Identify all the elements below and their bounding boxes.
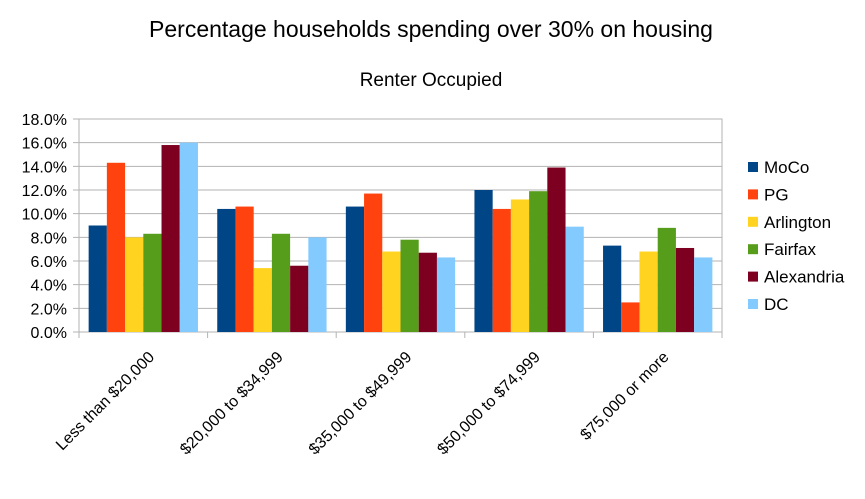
bar	[639, 251, 658, 332]
bar	[565, 226, 584, 332]
bar	[125, 237, 144, 332]
legend-swatch	[748, 244, 758, 255]
chart-title: Percentage households spending over 30% …	[149, 16, 713, 42]
legend-swatch	[748, 271, 758, 282]
legend-label: Arlington	[764, 213, 831, 232]
x-tick-label: $75,000 or more	[577, 349, 672, 444]
bar	[621, 302, 640, 332]
bar	[235, 206, 254, 332]
legend-swatch	[748, 216, 758, 227]
bar	[382, 251, 401, 332]
y-tick-label: 4.0%	[31, 278, 67, 295]
bar	[436, 257, 456, 332]
y-tick-label: 18.0%	[22, 112, 67, 129]
legend-swatch	[748, 189, 758, 200]
y-tick-label: 8.0%	[31, 230, 67, 247]
bar	[603, 245, 622, 332]
bar	[529, 191, 548, 332]
legend-label: MoCo	[764, 158, 809, 177]
bar	[143, 233, 162, 332]
x-tick-label: Less than $20,000	[53, 349, 158, 454]
bar	[308, 237, 327, 332]
chart-subtitle: Renter Occupied	[360, 70, 503, 91]
bar	[418, 252, 437, 332]
bar	[474, 190, 493, 332]
bar	[106, 162, 126, 332]
bar	[161, 145, 180, 332]
legend-label: Alexandria	[764, 268, 845, 287]
bar	[547, 167, 566, 332]
bar	[253, 268, 272, 332]
bar	[179, 142, 198, 332]
bar	[88, 225, 107, 332]
legend-label: PG	[764, 185, 789, 204]
legend-swatch	[748, 162, 758, 172]
y-tick-label: 12.0%	[22, 183, 67, 200]
y-tick-label: 14.0%	[22, 159, 67, 176]
bar	[675, 247, 695, 332]
bars	[88, 142, 713, 332]
bar	[271, 233, 291, 332]
legend-label: DC	[764, 295, 789, 314]
y-tick-label: 2.0%	[31, 301, 67, 318]
bar	[694, 257, 713, 332]
legend-swatch	[748, 299, 758, 309]
bar	[510, 199, 530, 332]
legend-label: Fairfax	[764, 240, 816, 259]
bar	[400, 239, 419, 332]
x-tick-label: $50,000 to $74,999	[434, 349, 544, 459]
x-tick-label: $35,000 to $49,999	[306, 349, 416, 459]
bar	[492, 208, 511, 332]
y-tick-label: 0.0%	[31, 325, 67, 342]
y-tick-label: 10.0%	[22, 207, 67, 224]
x-tick-label: $20,000 to $34,999	[177, 349, 287, 459]
bar	[345, 206, 365, 332]
bar	[364, 193, 383, 332]
bar	[290, 265, 309, 332]
bar	[657, 227, 676, 332]
y-tick-label: 16.0%	[22, 136, 67, 153]
y-tick-label: 6.0%	[31, 254, 67, 271]
bar	[217, 208, 236, 332]
legend: MoCo PG Arlington Fairfax Alexandria DC	[748, 158, 845, 314]
